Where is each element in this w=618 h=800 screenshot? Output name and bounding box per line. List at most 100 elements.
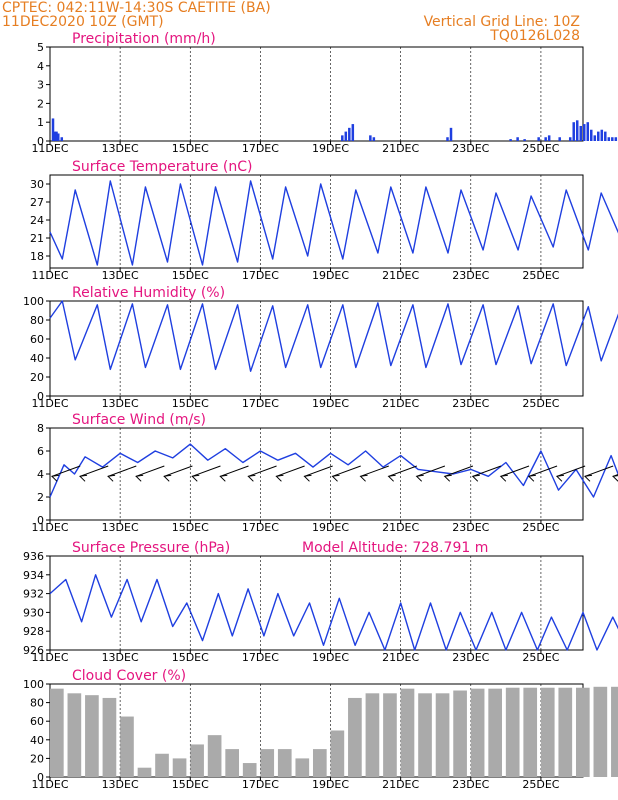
wind-arrow bbox=[164, 465, 193, 477]
y-tick-label-temp: 18 bbox=[30, 250, 44, 263]
y-tick-label-precip: 5 bbox=[37, 41, 44, 54]
bar-precip bbox=[449, 127, 453, 141]
y-tick-label-wind: 6 bbox=[37, 445, 44, 458]
x-tick-label-cloud: 25DEC bbox=[522, 778, 559, 791]
wind-arrow-head bbox=[303, 474, 312, 482]
bar-precip bbox=[344, 131, 348, 141]
bar-precip bbox=[597, 131, 600, 141]
x-tick-label-temp: 15DEC bbox=[172, 269, 209, 282]
bar-precip bbox=[523, 139, 526, 141]
x-tick-label-press: 13DEC bbox=[102, 651, 139, 664]
y-tick-label-cloud: 80 bbox=[30, 697, 44, 710]
y-tick-label-precip: 3 bbox=[37, 79, 44, 92]
x-tick-label-rh: 25DEC bbox=[522, 397, 559, 410]
x-tick-label-precip: 25DEC bbox=[522, 142, 559, 155]
wind-arrow-head bbox=[78, 474, 88, 482]
y-tick-label-rh: 100 bbox=[23, 295, 44, 308]
bar-precip bbox=[446, 137, 449, 141]
wind-arrow bbox=[220, 465, 249, 477]
bar-precip bbox=[600, 129, 604, 141]
x-tick-label-precip: 23DEC bbox=[452, 142, 489, 155]
wind-arrow-head bbox=[107, 474, 116, 482]
bar-cloud bbox=[400, 688, 415, 777]
wind-arrow-head bbox=[387, 474, 396, 482]
bar-cloud bbox=[575, 687, 590, 777]
x-tick-label-precip: 13DEC bbox=[102, 142, 139, 155]
bar-cloud bbox=[207, 735, 222, 777]
bar-cloud bbox=[348, 697, 362, 777]
x-tick-label-precip: 21DEC bbox=[382, 142, 419, 155]
series-line-temp bbox=[49, 180, 618, 266]
bar-cloud bbox=[67, 693, 82, 777]
x-tick-label-rh: 11DEC bbox=[31, 397, 68, 410]
bar-cloud bbox=[85, 695, 99, 777]
series-line-wind bbox=[49, 443, 618, 498]
x-tick-label-cloud: 13DEC bbox=[102, 778, 139, 791]
bar-precip bbox=[369, 135, 372, 141]
bar-precip bbox=[572, 122, 575, 141]
bar-cloud bbox=[295, 758, 310, 777]
wind-arrow-head bbox=[219, 474, 228, 482]
bar-cloud bbox=[558, 687, 573, 777]
bar-cloud bbox=[242, 763, 257, 777]
bar-cloud bbox=[611, 686, 618, 777]
bar-precip bbox=[575, 120, 579, 141]
wind-arrow bbox=[332, 465, 361, 477]
wind-arrow-head bbox=[275, 474, 284, 482]
wind-arrow bbox=[360, 465, 389, 477]
x-tick-label-press: 17DEC bbox=[242, 651, 279, 664]
bar-cloud bbox=[418, 693, 432, 777]
x-tick-label-temp: 13DEC bbox=[102, 269, 139, 282]
y-tick-label-rh: 40 bbox=[30, 352, 44, 365]
panel-extra-press: Model Altitude: 728.791 m bbox=[302, 540, 488, 556]
x-tick-label-rh: 13DEC bbox=[102, 397, 139, 410]
x-tick-label-precip: 11DEC bbox=[31, 142, 68, 155]
x-tick-label-precip: 19DEC bbox=[312, 142, 349, 155]
bar-precip bbox=[568, 137, 572, 141]
x-tick-label-cloud: 15DEC bbox=[172, 778, 209, 791]
y-tick-label-precip: 1 bbox=[37, 116, 44, 129]
wind-arrow bbox=[472, 465, 502, 477]
wind-arrow bbox=[79, 465, 109, 477]
x-tick-label-rh: 23DEC bbox=[452, 397, 489, 410]
panel-title-cloud: Cloud Cover (%) bbox=[72, 668, 186, 684]
bar-precip bbox=[590, 129, 593, 141]
y-tick-label-wind: 8 bbox=[37, 422, 44, 435]
bar-precip bbox=[611, 137, 614, 141]
wind-arrow-head bbox=[611, 475, 618, 482]
bar-precip bbox=[53, 131, 57, 141]
x-tick-label-wind: 23DEC bbox=[452, 521, 489, 534]
wind-arrow bbox=[584, 465, 614, 477]
header-grid-line: Vertical Grid Line: 10Z bbox=[423, 14, 580, 30]
wind-arrow bbox=[51, 465, 81, 477]
header-code: TQ0126L028 bbox=[490, 28, 580, 44]
y-tick-label-cloud: 60 bbox=[30, 715, 44, 728]
y-tick-label-rh: 80 bbox=[30, 314, 44, 327]
x-tick-label-rh: 17DEC bbox=[242, 397, 279, 410]
bar-precip bbox=[583, 124, 586, 141]
bar-precip bbox=[60, 137, 64, 141]
y-tick-label-cloud: 0 bbox=[37, 771, 44, 784]
bar-cloud bbox=[190, 744, 204, 777]
bar-cloud bbox=[225, 749, 239, 777]
bar-precip bbox=[372, 137, 376, 141]
bar-precip bbox=[509, 139, 512, 141]
panel-frame-wind bbox=[49, 427, 584, 521]
wind-arrow-head bbox=[359, 474, 368, 482]
y-tick-label-press: 932 bbox=[23, 588, 44, 601]
panel-frame-precip bbox=[49, 46, 584, 142]
x-tick-label-rh: 21DEC bbox=[382, 397, 419, 410]
y-tick-label-precip: 0 bbox=[37, 135, 44, 148]
wind-arrow-head bbox=[583, 474, 593, 482]
bar-cloud bbox=[330, 730, 345, 777]
bar-precip bbox=[537, 137, 540, 141]
bar-cloud bbox=[383, 693, 397, 777]
wind-arrow-head bbox=[191, 474, 200, 482]
wind-arrow-head bbox=[471, 474, 480, 482]
bar-cloud bbox=[120, 716, 134, 777]
bar-cloud bbox=[593, 686, 608, 777]
bar-cloud bbox=[470, 688, 485, 777]
x-tick-label-cloud: 23DEC bbox=[452, 778, 489, 791]
x-tick-label-press: 19DEC bbox=[312, 651, 349, 664]
